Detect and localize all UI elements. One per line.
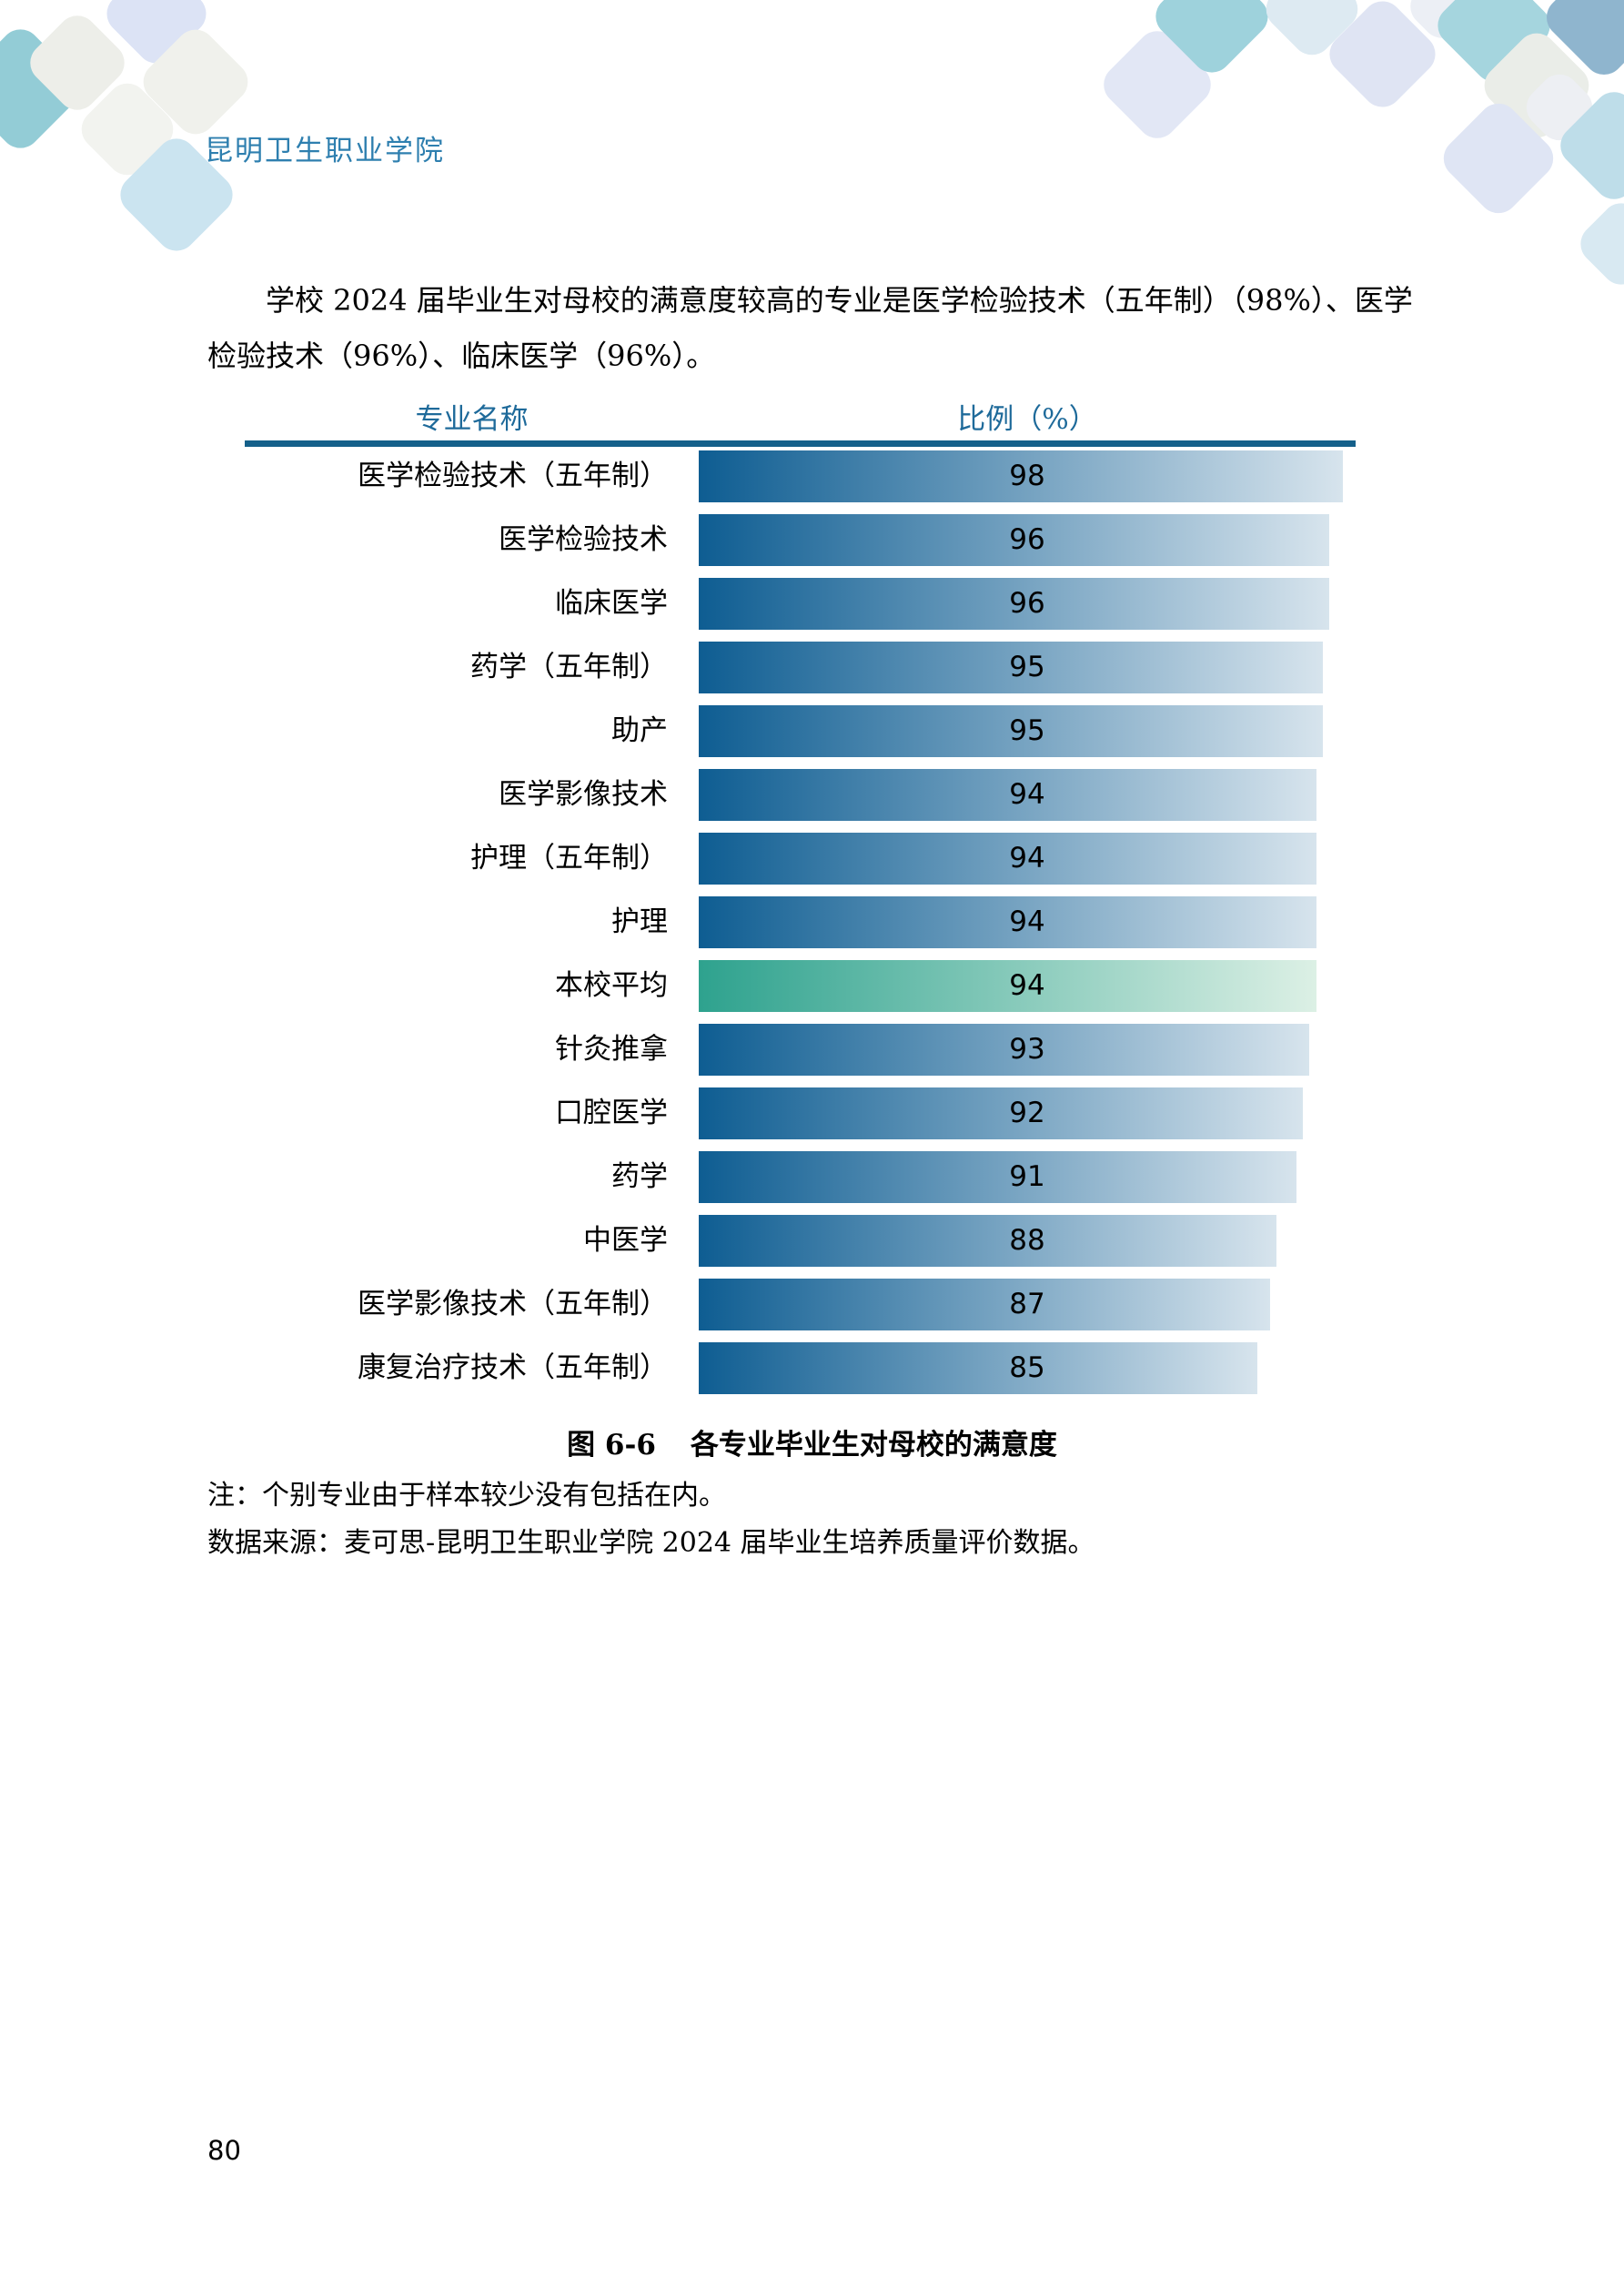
chart-row: 本校平均 94	[245, 960, 1356, 1012]
bar-area: 96	[699, 514, 1356, 566]
value-bar	[699, 705, 1323, 757]
bar-value-label: 87	[1009, 1288, 1045, 1320]
chart-row: 护理 94	[245, 896, 1356, 948]
row-label: 助产	[611, 714, 668, 747]
row-label: 药学	[611, 1160, 668, 1193]
chart-row: 针灸推拿 93	[245, 1024, 1356, 1076]
bar-area: 95	[699, 705, 1356, 757]
chart-row: 医学检验技术 96	[245, 514, 1356, 566]
row-label: 针灸推拿	[555, 1033, 668, 1066]
decor-square	[1572, 195, 1624, 293]
value-bar	[699, 1151, 1297, 1203]
chart-header-rule	[245, 440, 1356, 447]
row-label: 医学检验技术（五年制）	[358, 460, 668, 492]
bar-area: 88	[699, 1215, 1356, 1267]
bar-area: 85	[699, 1342, 1356, 1394]
chart-row: 口腔医学 92	[245, 1087, 1356, 1139]
chart-row: 医学影像技术（五年制） 87	[245, 1279, 1356, 1330]
average-bar	[699, 960, 1316, 1012]
value-bar	[699, 1342, 1257, 1394]
bar-area: 94	[699, 769, 1356, 821]
bar-value-label: 96	[1009, 523, 1045, 556]
paragraph-line: 检验技术（96%）、临床医学（96%）。	[207, 339, 716, 373]
bar-area: 87	[699, 1279, 1356, 1330]
bar-value-label: 94	[1009, 842, 1045, 875]
chart-note: 注：个别专业由于样本较少没有包括在内。	[207, 1480, 726, 1512]
value-bar	[699, 642, 1323, 693]
value-bar	[699, 578, 1330, 630]
figure-caption: 图 6-6 各专业毕业生对母校的满意度	[0, 1421, 1624, 1462]
chart-row: 医学检验技术（五年制） 98	[245, 450, 1356, 502]
bar-value-label: 94	[1009, 778, 1045, 811]
bar-value-label: 93	[1009, 1033, 1045, 1066]
bar-value-label: 94	[1009, 905, 1045, 938]
value-bar	[699, 1024, 1310, 1076]
value-bar	[699, 896, 1316, 948]
figure-number: 图 6-6	[567, 1429, 656, 1462]
chart-row: 护理（五年制） 94	[245, 833, 1356, 885]
document-header-title: 昆明卫生职业学院	[205, 135, 445, 167]
paragraph-line: 学校 2024 届毕业生对母校的满意度较高的专业是医学检验技术（五年制）（98%…	[266, 283, 1413, 318]
chart-row: 助产 95	[245, 705, 1356, 757]
chart-row: 医学影像技术 94	[245, 769, 1356, 821]
bar-value-label: 91	[1009, 1160, 1045, 1193]
row-label: 口腔医学	[555, 1097, 668, 1129]
row-label: 医学检验技术	[499, 523, 668, 556]
figure-title: 各专业毕业生对母校的满意度	[690, 1429, 1057, 1462]
bar-area: 94	[699, 833, 1356, 885]
bar-value-label: 92	[1009, 1097, 1045, 1129]
row-label: 医学影像技术	[499, 778, 668, 811]
value-bar	[699, 833, 1316, 885]
bar-value-label: 85	[1009, 1351, 1045, 1384]
bar-value-label: 94	[1009, 969, 1045, 1002]
page-number: 80	[207, 2135, 241, 2166]
bar-area: 95	[699, 642, 1356, 693]
bar-area: 98	[699, 450, 1356, 502]
chart-rows: 医学检验技术（五年制） 98 医学检验技术 96 临床医学 96 药学（五年制） 95 助产 95…	[245, 450, 1356, 1394]
bar-value-label: 98	[1009, 460, 1045, 492]
bar-area: 92	[699, 1087, 1356, 1139]
bar-area: 96	[699, 578, 1356, 630]
row-label: 医学影像技术（五年制）	[358, 1288, 668, 1320]
bar-area: 94	[699, 960, 1356, 1012]
chart-column-headers: 专业名称 比例（%）	[245, 401, 1356, 438]
value-bar	[699, 769, 1316, 821]
value-bar	[699, 514, 1330, 566]
column-header-ratio: 比例（%）	[957, 403, 1097, 436]
row-label: 护理	[611, 905, 668, 938]
chart-row: 中医学 88	[245, 1215, 1356, 1267]
bar-area: 93	[699, 1024, 1356, 1076]
bar-area: 91	[699, 1151, 1356, 1203]
row-label: 本校平均	[555, 969, 668, 1002]
body-paragraph: 学校 2024 届毕业生对母校的满意度较高的专业是医学检验技术（五年制）（98%…	[207, 273, 1422, 384]
row-label: 中医学	[583, 1224, 668, 1257]
bar-value-label: 95	[1009, 651, 1045, 683]
row-label: 药学（五年制）	[470, 651, 668, 683]
bar-area: 94	[699, 896, 1356, 948]
satisfaction-bar-chart: 专业名称 比例（%） 医学检验技术（五年制） 98 医学检验技术 96 临床医学 96 药学…	[245, 401, 1356, 1406]
chart-row: 康复治疗技术（五年制） 85	[245, 1342, 1356, 1394]
value-bar	[699, 450, 1343, 502]
bar-value-label: 88	[1009, 1224, 1045, 1257]
chart-row: 临床医学 96	[245, 578, 1356, 630]
bar-value-label: 95	[1009, 714, 1045, 747]
value-bar	[699, 1279, 1271, 1330]
value-bar	[699, 1215, 1277, 1267]
data-source-note: 数据来源：麦可思-昆明卫生职业学院 2024 届毕业生培养质量评价数据。	[207, 1527, 1095, 1559]
row-label: 护理（五年制）	[470, 842, 668, 875]
row-label: 康复治疗技术（五年制）	[358, 1351, 668, 1384]
value-bar	[699, 1087, 1304, 1139]
chart-row: 药学 91	[245, 1151, 1356, 1203]
bar-value-label: 96	[1009, 587, 1045, 620]
row-label: 临床医学	[555, 587, 668, 620]
chart-row: 药学（五年制） 95	[245, 642, 1356, 693]
column-header-major: 专业名称	[415, 403, 529, 436]
